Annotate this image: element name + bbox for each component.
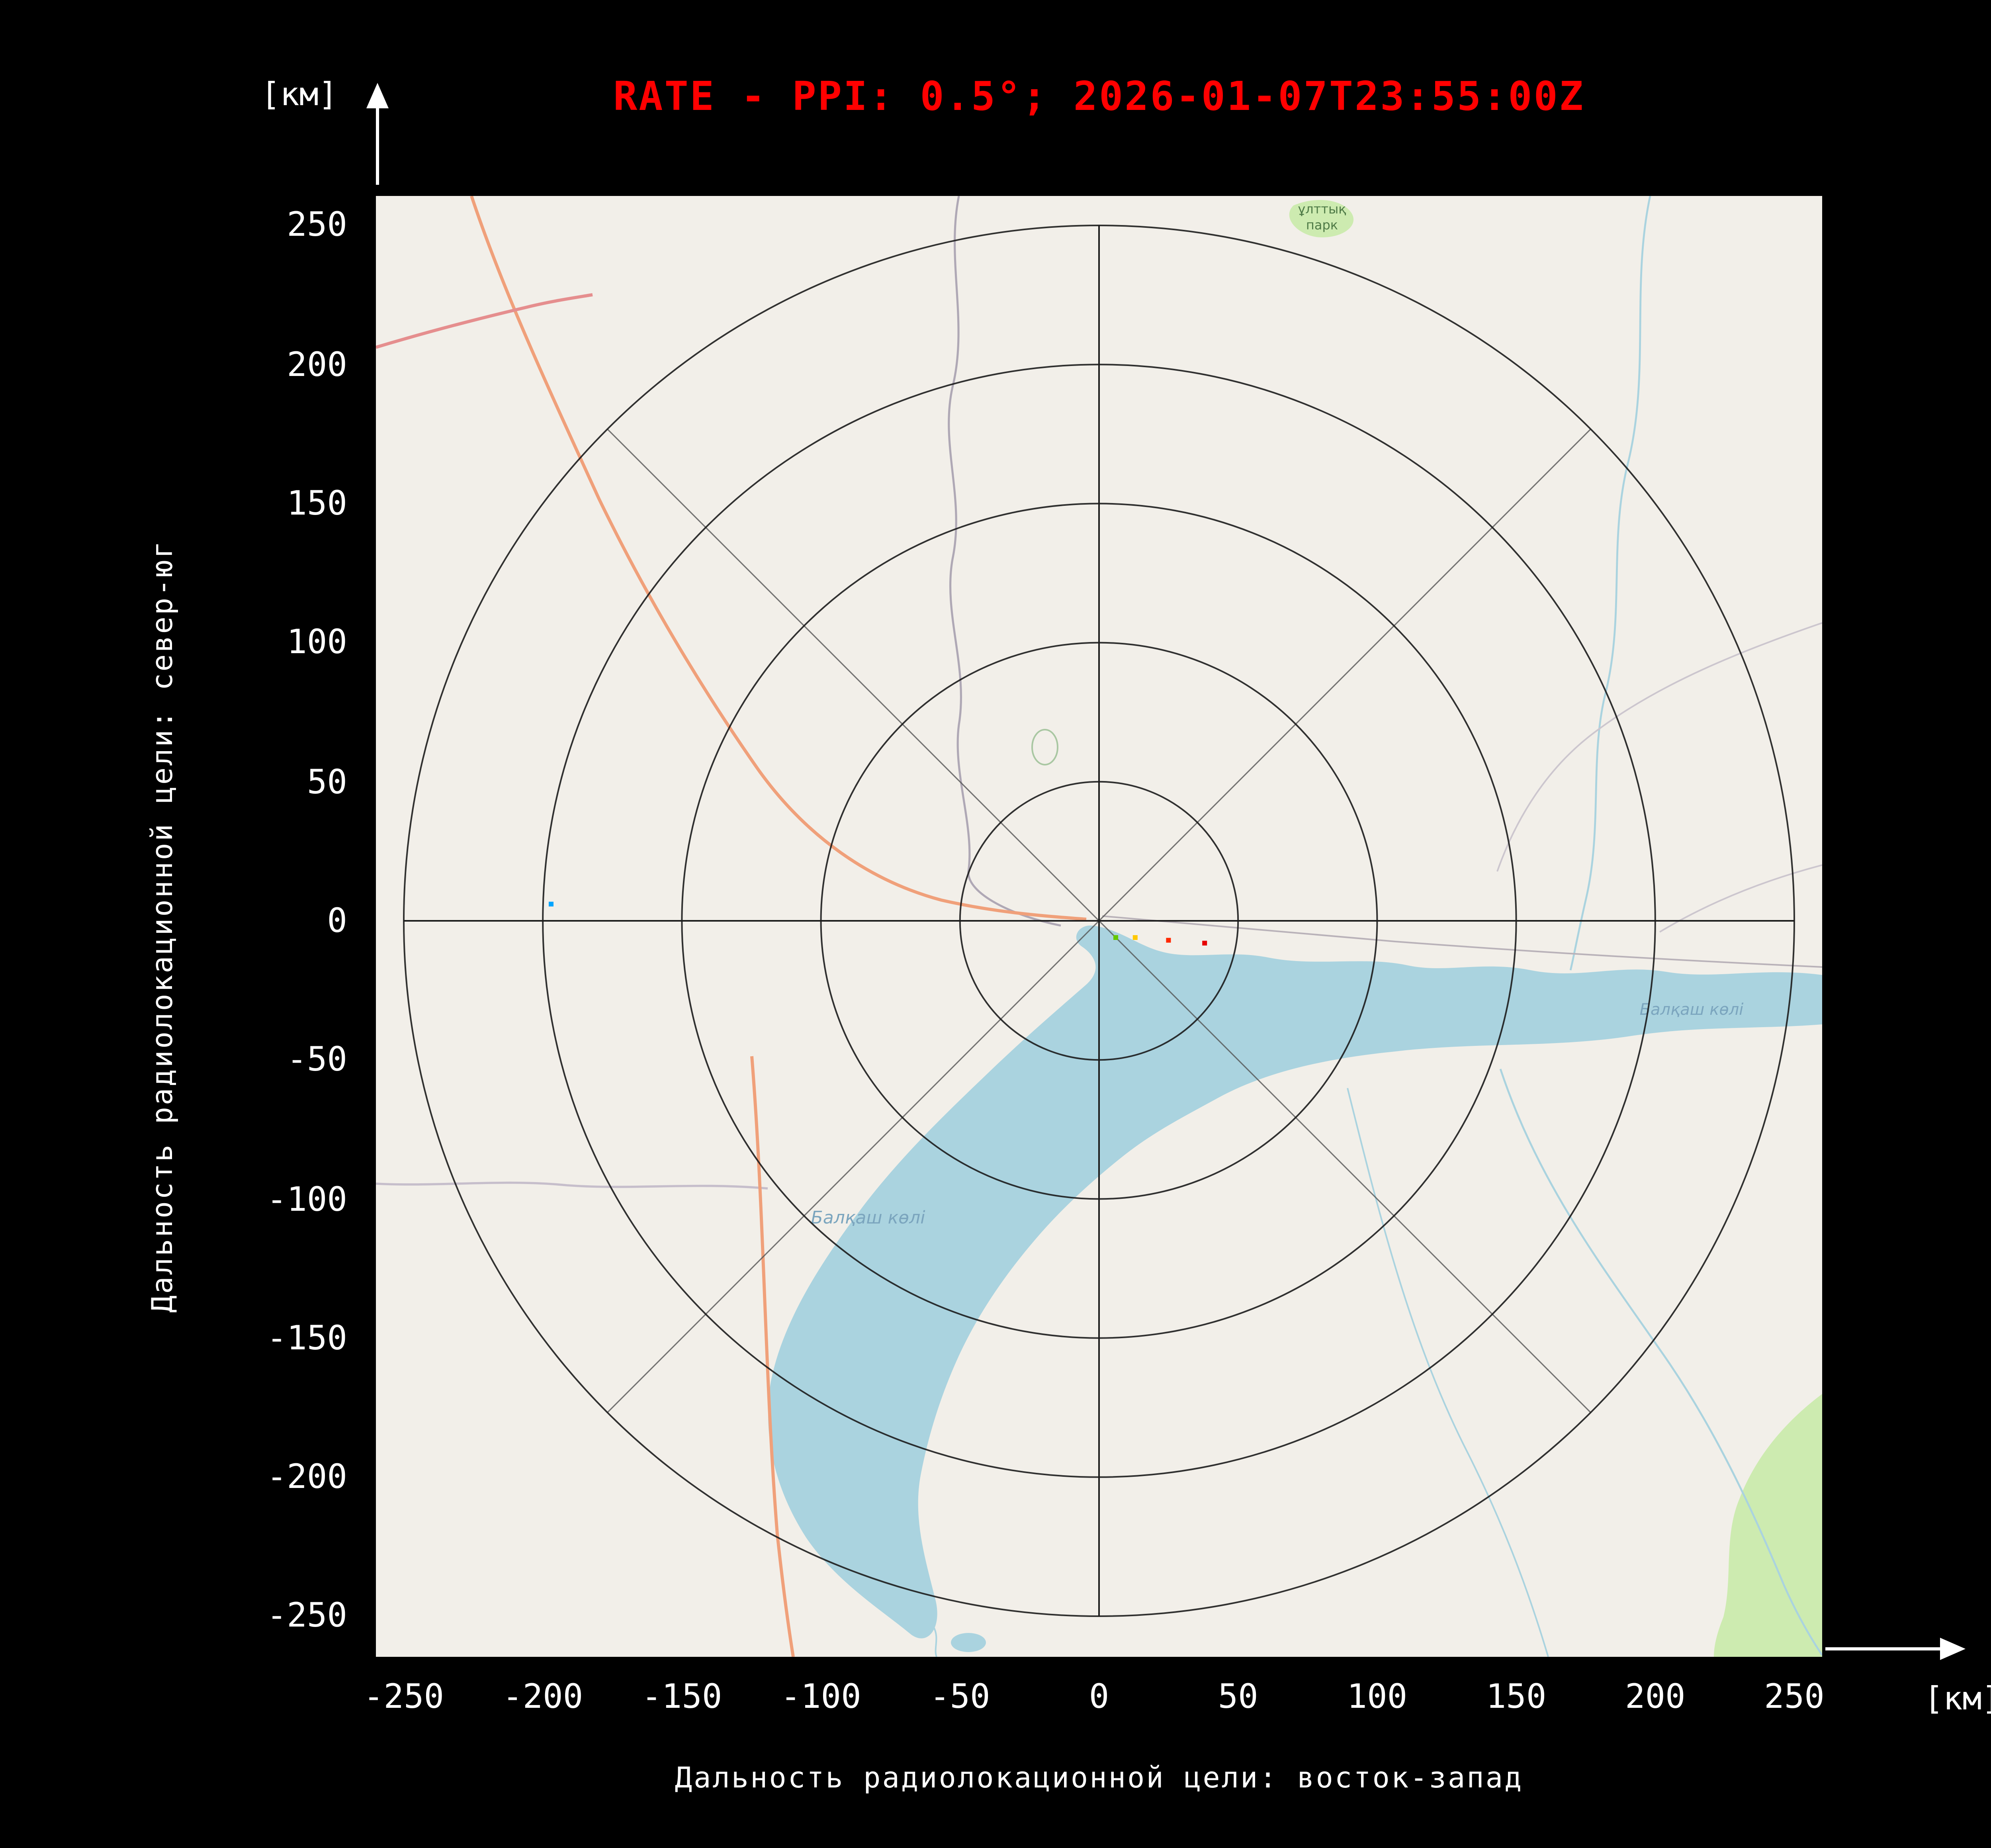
radar-echo — [549, 902, 553, 906]
x-tick-label: -50 — [929, 1678, 990, 1716]
y-tick-label: -250 — [266, 1596, 347, 1635]
map-river — [1569, 196, 1651, 971]
y-tick-label: 200 — [287, 346, 347, 384]
map-boundary — [376, 1181, 768, 1190]
x-tick-label: 250 — [1764, 1678, 1825, 1716]
map-road-major — [470, 196, 1087, 921]
map-road-major — [750, 1056, 795, 1657]
x-tick-label: -200 — [503, 1678, 583, 1716]
y-axis-ticks: 250 200 150 100 50 0 -50 -100 -150 -200 … — [172, 0, 347, 1848]
y-tick-label: 50 — [307, 763, 347, 801]
park-label: ұлттық — [1298, 202, 1346, 217]
y-tick-label: 250 — [287, 206, 347, 244]
map-river — [1347, 1088, 1549, 1657]
lake-balkhash — [768, 925, 1822, 1639]
page-title: RATE - PPI: 0.5°; 2026-01-07T23:55:00Z — [613, 73, 1585, 119]
water-label-west: Балқаш көлі — [811, 1208, 926, 1228]
water-label-east: Балқаш көлі — [1640, 1000, 1744, 1019]
y-axis-unit: [км] — [261, 75, 338, 113]
x-axis-label: Дальность радиолокационной цели: восток-… — [675, 1762, 1524, 1795]
x-tick-label: -250 — [363, 1678, 444, 1716]
range-rings — [403, 225, 1795, 1617]
map-railway — [1102, 915, 1822, 968]
x-tick-label: -150 — [642, 1678, 722, 1716]
radar-echo — [1113, 935, 1118, 940]
park-label: парк — [1306, 217, 1338, 233]
x-tick-label: 0 — [1089, 1678, 1109, 1716]
y-tick-label: 100 — [287, 623, 347, 661]
map-road-minor — [1496, 622, 1822, 872]
map-svg: Балқаш көлі Балқаш көлі ұлттық парк — [376, 196, 1822, 1657]
radar-echo — [1132, 935, 1138, 940]
x-tick-label: 100 — [1347, 1678, 1408, 1716]
x-tick-label: 200 — [1625, 1678, 1686, 1716]
x-tick-label: 50 — [1218, 1678, 1258, 1716]
map-green-area — [1714, 1394, 1822, 1657]
y-tick-label: 0 — [327, 902, 347, 940]
y-tick-label: -200 — [266, 1458, 347, 1496]
y-tick-label: -100 — [266, 1180, 347, 1219]
map-pond — [951, 1633, 986, 1652]
map-river — [1499, 1069, 1822, 1656]
radar-crosshair — [404, 225, 1794, 1616]
radar-map-panel: Балқаш көлі Балқаш көлі ұлттық парк — [376, 196, 1822, 1657]
y-tick-label: 150 — [287, 484, 347, 523]
radar-echo — [1166, 938, 1171, 943]
x-tick-label: -100 — [780, 1678, 861, 1716]
map-contour — [1031, 729, 1058, 765]
radar-echo-layer — [549, 902, 1207, 946]
y-tick-label: -50 — [287, 1040, 347, 1079]
radar-echo — [1202, 941, 1207, 946]
map-road-major — [376, 293, 593, 349]
x-axis-unit: [км] — [1924, 1679, 1991, 1717]
y-tick-label: -150 — [266, 1319, 347, 1357]
x-axis-arrow-icon — [1825, 1638, 1966, 1660]
x-tick-label: 150 — [1486, 1678, 1547, 1716]
map-river — [933, 1626, 937, 1657]
y-axis-arrow-icon — [366, 83, 389, 185]
x-axis-ticks: -250 -200 -150 -100 -50 0 50 100 150 200… — [0, 1679, 1991, 1727]
map-green-area — [1289, 200, 1354, 237]
